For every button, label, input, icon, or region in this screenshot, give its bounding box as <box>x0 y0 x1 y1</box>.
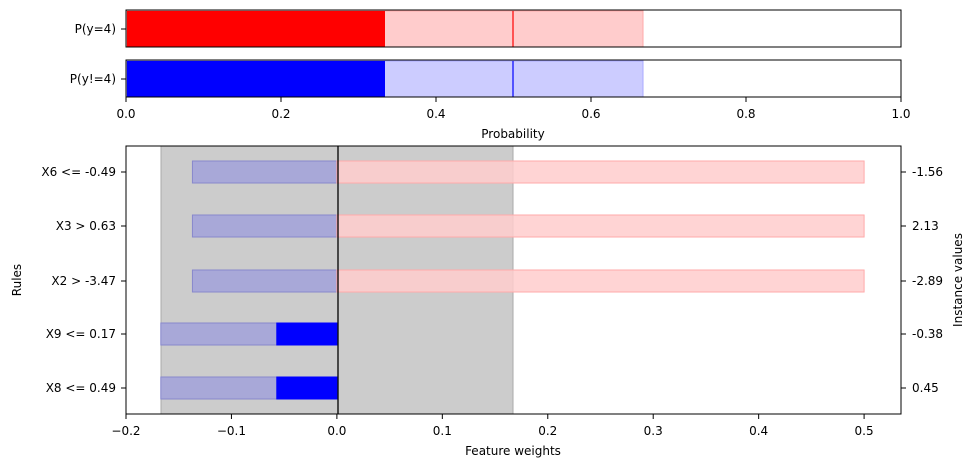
prob-tick-label: 0.8 <box>736 107 755 121</box>
rule-label: X8 <= 0.49 <box>46 381 116 395</box>
weight-bar <box>191 269 338 293</box>
weights-panel: X6 <= -0.49 X3 > 0.63 X2 > -3.47 X9 <= 0.17… <box>10 145 965 458</box>
weight-tick-label: 0.1 <box>433 424 452 438</box>
prob-x-axis: 0.0 0.2 0.4 0.6 0.8 1.0 Probability <box>116 97 911 141</box>
prob-tick-label: 1.0 <box>891 107 910 121</box>
rule-label: X9 <= 0.17 <box>46 327 116 341</box>
weight-tick-label: −0.1 <box>217 424 246 438</box>
instance-value: -2.89 <box>912 274 943 288</box>
weight-tick-label: 0.3 <box>644 424 663 438</box>
instance-value: 2.13 <box>912 219 939 233</box>
instance-value: -0.38 <box>912 327 943 341</box>
weight-bar <box>336 269 865 293</box>
prob-tick-label: 0.4 <box>426 107 445 121</box>
prob-bar-solid-2 <box>127 61 385 97</box>
weight-bar <box>191 160 338 184</box>
prob-panel-1: P(y=4) <box>75 9 902 48</box>
weight-tick-label: 0.4 <box>749 424 768 438</box>
rules-axis-label: Rules <box>10 264 24 296</box>
weight-bar <box>336 160 865 184</box>
instance-value: 0.45 <box>912 381 939 395</box>
weight-bar <box>276 322 338 346</box>
weights-x-axis: −0.2 −0.1 0.0 0.1 0.2 0.3 0.4 0.5 <box>111 414 874 438</box>
prob-panel-2: P(y!=4) <box>70 59 902 98</box>
rule-label: X2 > -3.47 <box>51 274 116 288</box>
prob-tick-label: 0.0 <box>116 107 135 121</box>
weight-tick-label: 0.2 <box>538 424 557 438</box>
weight-bar <box>276 376 338 400</box>
weight-tick-label: −0.2 <box>111 424 140 438</box>
rule-label: X3 > 0.63 <box>56 219 116 233</box>
weight-bars <box>160 160 865 400</box>
prob-tick-label: 0.6 <box>581 107 600 121</box>
prob-tick-label: 0.2 <box>271 107 290 121</box>
weights-x-axis-label: Feature weights <box>465 444 561 458</box>
weights-panel-frame <box>125 145 902 415</box>
rule-label: X6 <= -0.49 <box>41 165 116 179</box>
weight-bar <box>191 214 338 238</box>
weight-tick-label: 0.5 <box>855 424 874 438</box>
prob-x-axis-label: Probability <box>481 127 544 141</box>
instance-value: -1.56 <box>912 165 943 179</box>
prob-label-1: P(y=4) <box>75 22 116 36</box>
instance-values: -1.56 2.13 -2.89 -0.38 0.45 <box>901 165 943 395</box>
instance-values-axis-label: Instance values <box>951 233 965 327</box>
prob-label-2: P(y!=4) <box>70 72 116 86</box>
prob-bar-solid-1 <box>127 11 385 47</box>
weight-tick-label: 0.0 <box>327 424 346 438</box>
weight-bar <box>336 214 865 238</box>
rule-labels: X6 <= -0.49 X3 > 0.63 X2 > -3.47 X9 <= 0.17… <box>41 165 126 395</box>
